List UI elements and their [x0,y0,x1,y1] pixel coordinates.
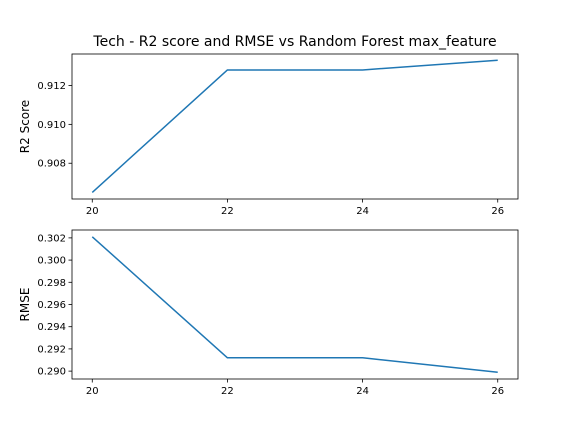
chart-title: Tech - R2 score and RMSE vs Random Fores… [92,34,496,50]
r2-x-tick-label: 22 [221,206,234,217]
r2-y-tick-label: 0.908 [37,159,66,170]
r2-score-panel: 20 22 24 26 0.908 0.910 0.912 R2 Score [18,53,519,217]
rmse-y-tick-label: 0.290 [37,367,66,378]
rmse-y-axis-label: RMSE [18,288,32,322]
r2-x-tick-label: 24 [356,206,369,217]
rmse-y-tick-label: 0.294 [37,322,66,333]
r2-y-axis-label: R2 Score [18,100,32,153]
rmse-y-tick-label: 0.300 [37,256,66,267]
rmse-x-tick-label: 26 [491,386,504,397]
rmse-axes-frame [71,229,519,380]
rmse-y-tick-label: 0.296 [37,300,66,311]
rmse-y-tick-label: 0.302 [37,233,66,244]
r2-x-tick-label: 26 [491,206,504,217]
r2-axes-frame [71,53,519,200]
rmse-y-tick-label: 0.298 [37,278,66,289]
rmse-x-tick-label: 24 [356,386,369,397]
r2-series-line [91,59,498,193]
rmse-series-line [91,236,498,373]
rmse-panel: 20 22 24 26 0.302 0.300 0.298 0.296 0.294 0.292 0.… [18,229,519,397]
r2-x-tick-label: 20 [86,206,99,217]
r2-y-tick-label: 0.910 [37,120,66,131]
rmse-y-tick-label: 0.292 [37,344,66,355]
rmse-x-tick-label: 22 [221,386,234,397]
r2-y-tick-label: 0.912 [37,81,66,92]
rmse-x-tick-label: 20 [86,386,99,397]
